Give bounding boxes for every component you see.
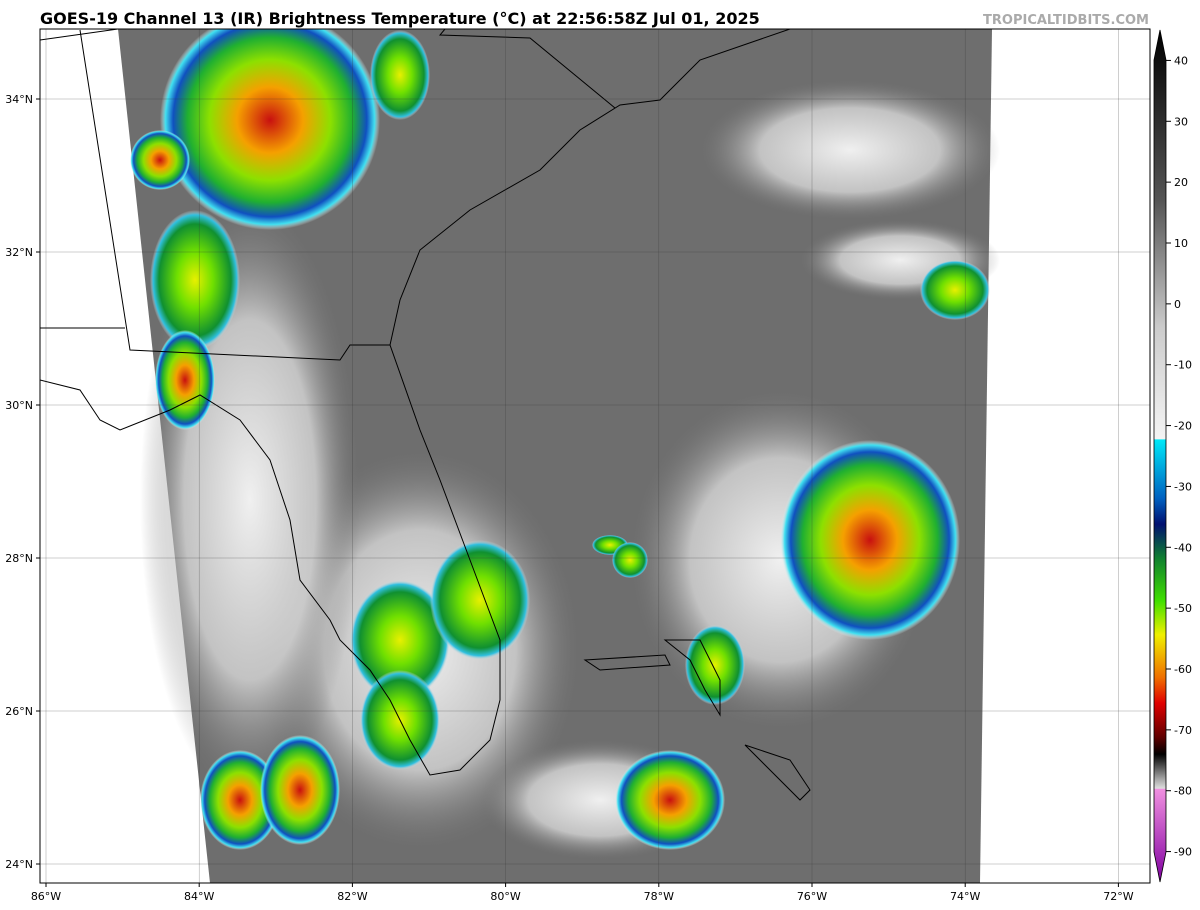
colorbar-label: -30 <box>1174 480 1192 493</box>
satellite-image <box>40 29 1000 883</box>
colorbar-label: 20 <box>1174 176 1188 189</box>
watermark: TROPICALTIDBITS.COM <box>983 13 1149 28</box>
lon-label: 78°W <box>644 890 674 903</box>
colorbar-label: -50 <box>1174 602 1192 615</box>
colorbar-label: 0 <box>1174 298 1181 311</box>
lat-label: 28°N <box>5 552 33 565</box>
colorbar-label: -60 <box>1174 663 1192 676</box>
title: GOES-19 Channel 13 (IR) Brightness Tempe… <box>40 9 760 28</box>
lon-label: 86°W <box>31 890 61 903</box>
lon-label: 80°W <box>490 890 520 903</box>
colorbar <box>1153 29 1167 883</box>
colorbar-label: -90 <box>1174 846 1192 859</box>
lat-label: 26°N <box>5 705 33 718</box>
lat-label: 32°N <box>5 246 33 259</box>
colorbar-label: -10 <box>1174 359 1192 372</box>
colorbar-label: -40 <box>1174 541 1192 554</box>
colorbar-label: 10 <box>1174 237 1188 250</box>
lon-label: 84°W <box>184 890 214 903</box>
lat-label: 24°N <box>5 858 33 871</box>
colorbar-label: -80 <box>1174 785 1192 798</box>
graticule <box>40 29 1150 883</box>
lon-label: 74°W <box>950 890 980 903</box>
lon-label: 72°W <box>1103 890 1133 903</box>
colorbar-label: 30 <box>1174 115 1188 128</box>
lat-label: 34°N <box>5 93 33 106</box>
map-frame <box>39 28 1151 884</box>
lat-label: 30°N <box>5 399 33 412</box>
lon-label: 76°W <box>797 890 827 903</box>
colorbar-label: -20 <box>1174 420 1192 433</box>
colorbar-label: 40 <box>1174 54 1188 67</box>
lon-label: 82°W <box>337 890 367 903</box>
colorbar-label: -70 <box>1174 724 1192 737</box>
